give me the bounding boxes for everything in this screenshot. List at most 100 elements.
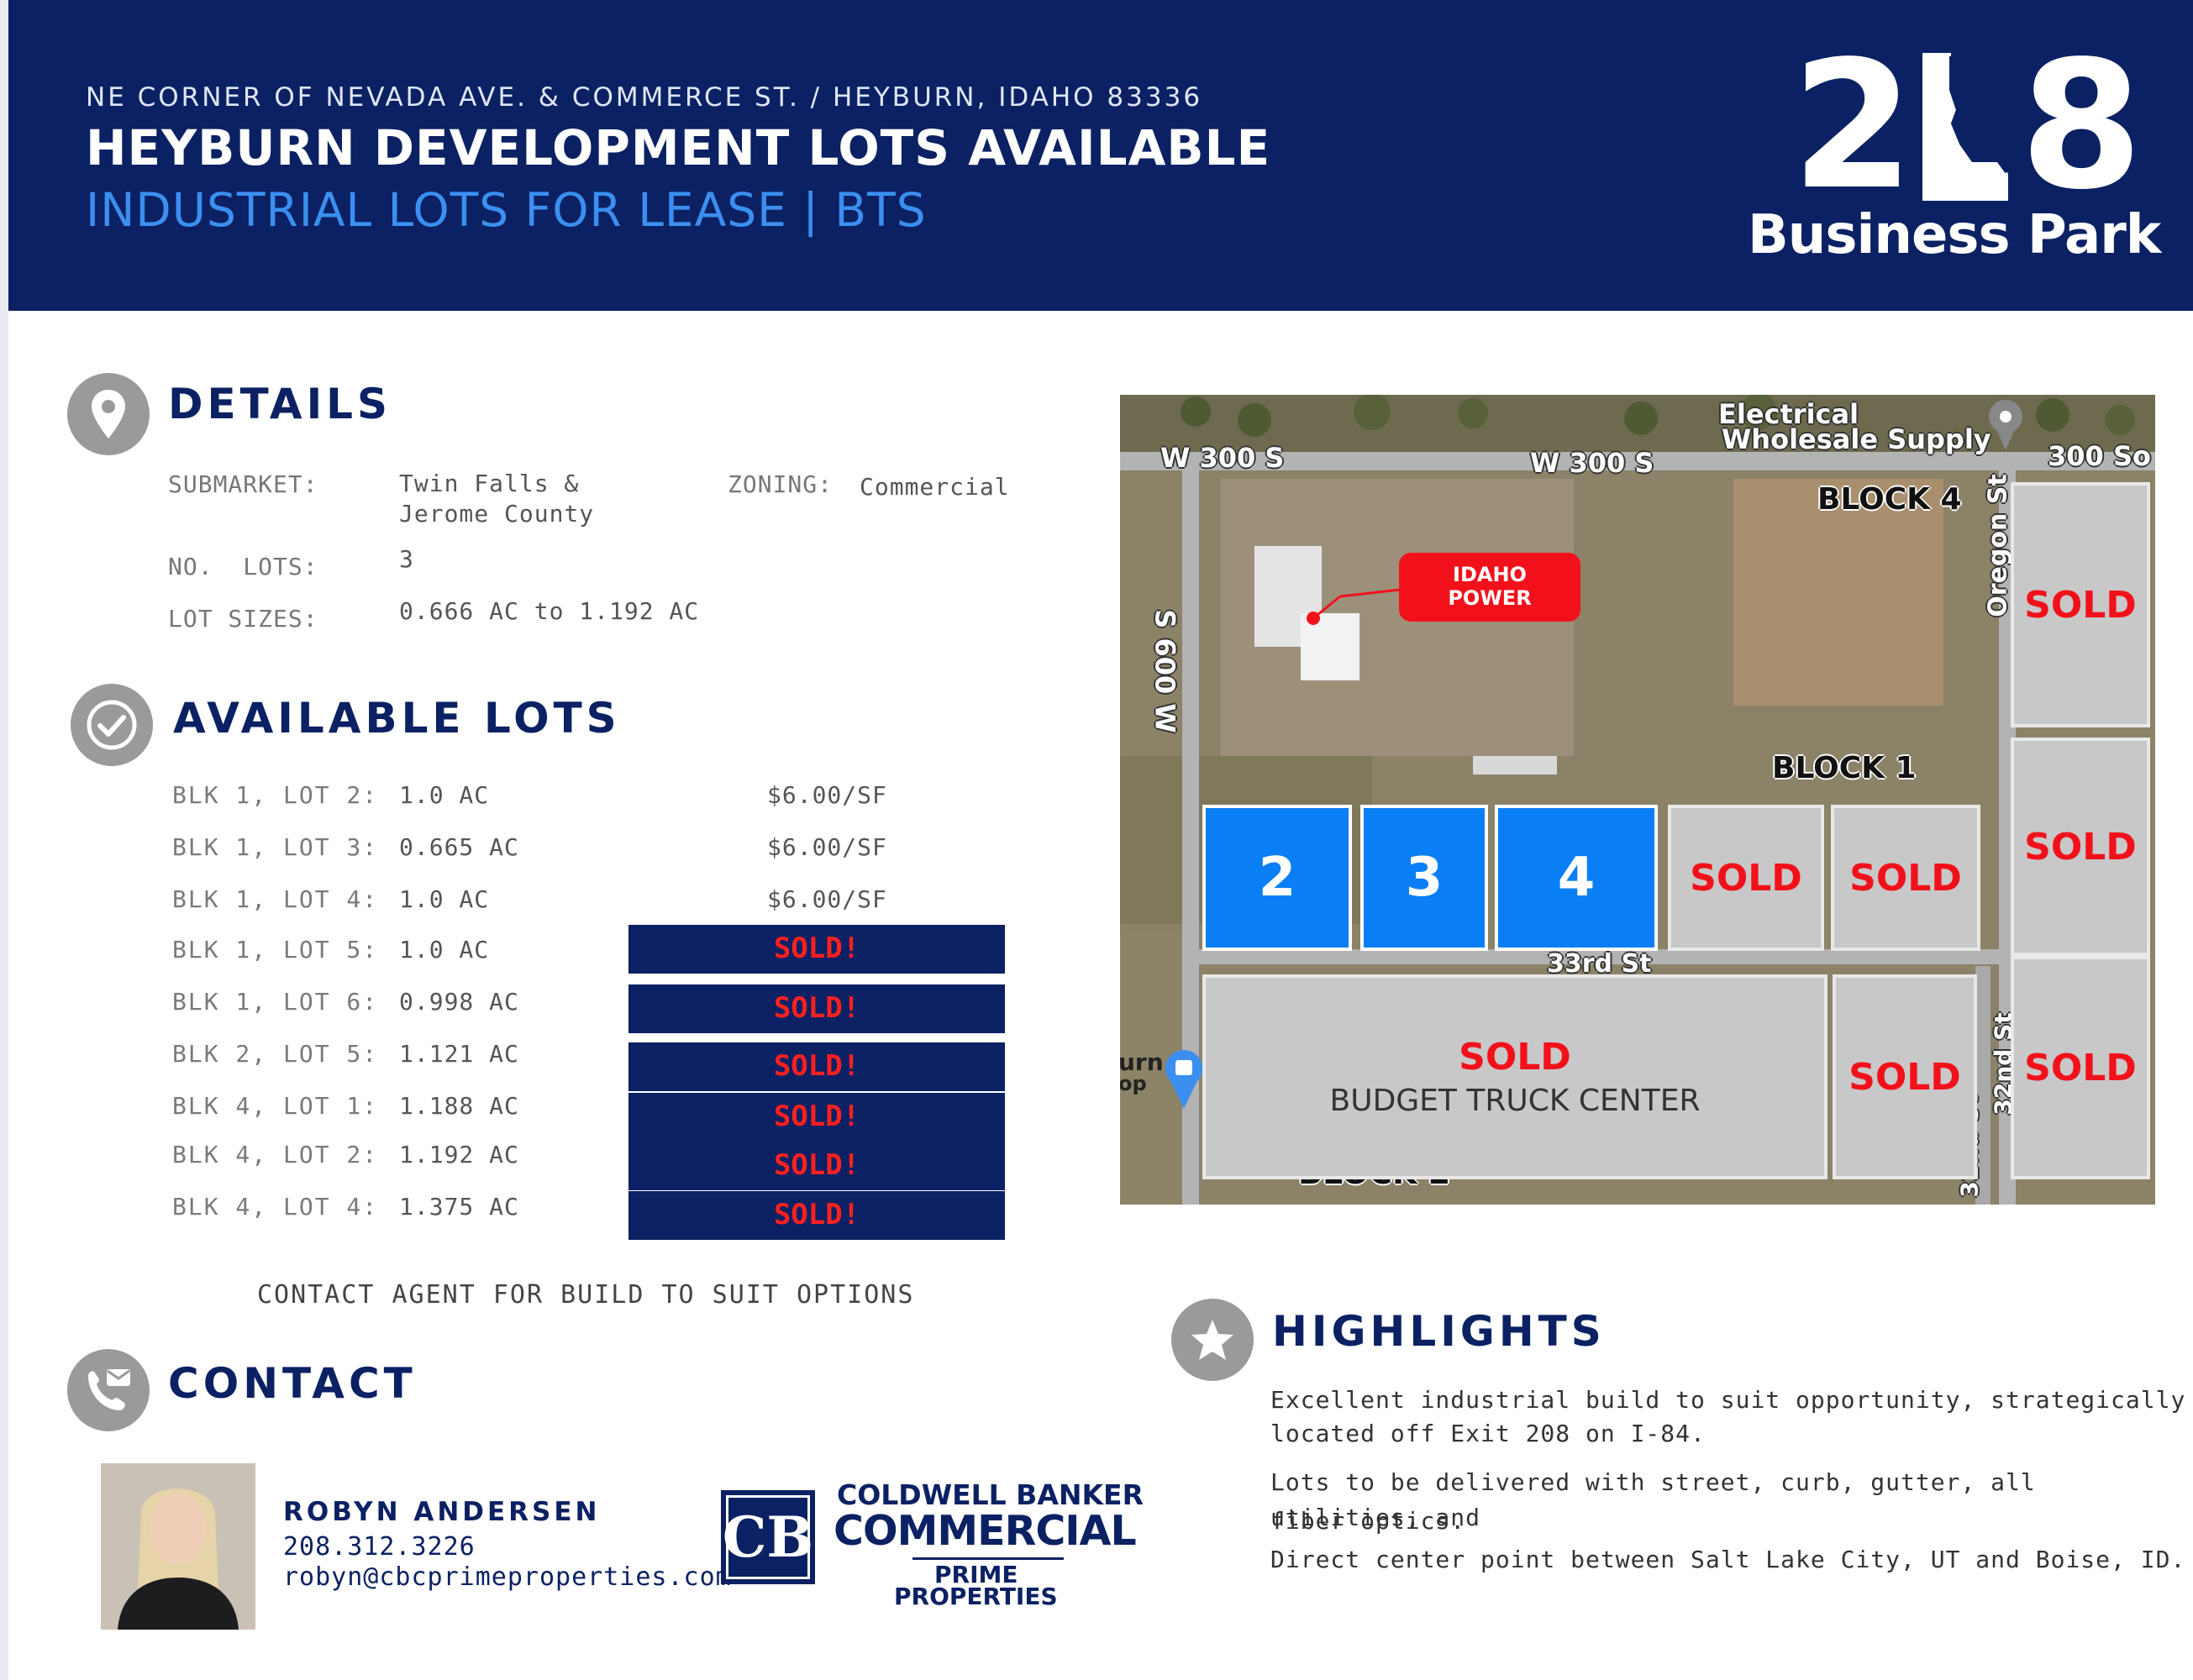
lot-sold: SOLD [1831,805,1980,951]
page-subtitle: INDUSTRIAL LOTS FOR LEASE | BTS [86,183,927,237]
business-park-logo: 2 8 Business Park [1739,23,2161,267]
sold-label: SOLD [1459,1036,1571,1079]
lot-4-available[interactable]: 4 [1495,805,1658,951]
road-label: W 300 S [1530,447,1654,479]
lot-size: 0.998 AC [399,988,519,1016]
submarket-value-line1: Twin Falls & [399,470,580,497]
site-map: W 300 S W 300 S 300 So S 600 W Oregon St… [1120,395,2155,1205]
brand-line-3: PRIME [934,1561,1018,1588]
lot-id: BLK 4, LOT 2: [172,1141,379,1168]
sold-badge: SOLD! [628,1142,1005,1190]
agent-email[interactable]: robyn@cbcprimeproperties.com [283,1562,732,1592]
lot-2-available[interactable]: 2 [1202,805,1352,951]
star-icon [1171,1299,1254,1381]
lot-price: $6.00/SF [767,833,887,861]
lot-size: 1.375 AC [399,1193,519,1221]
sold-badge: SOLD! [628,925,1005,974]
poi-label: Wholesale Supply [1722,423,1991,455]
lot-sold: SOLD [2011,738,2150,956]
lot-row: BLK 4, LOT 2: 1.192 AC [172,1141,1012,1174]
lot-size: 0.665 AC [399,833,519,861]
property-address: NE CORNER OF NEVADA AVE. & COMMERCE ST. … [86,82,1203,113]
brand-line-1: COLDWELL BANKER [837,1478,1144,1511]
agent-photo [101,1463,255,1630]
location-pin-icon [67,373,150,455]
road-label: W 300 S [1160,442,1285,474]
lot-row: BLK 1, LOT 3: 0.665 AC $6.00/SF [172,833,1012,867]
page-edge [0,0,8,1680]
road-label: S 600 W [1149,609,1181,733]
lot-sold: SOLD [2011,956,2150,1179]
poi-label: urn [1120,1048,1164,1076]
sold-badge: SOLD! [628,984,1005,1033]
zoning-label: ZONING: [728,470,834,498]
lot-row: BLK 1, LOT 6: 0.998 AC [172,988,1012,1021]
lot-sizes-label: LOT SIZES: [168,605,318,633]
lot-id: BLK 1, LOT 4: [172,885,379,913]
zoning-value: Commercial [860,473,1010,501]
road-label: 300 So [2048,440,2151,472]
lot-row: BLK 1, LOT 4: 1.0 AC $6.00/SF [172,885,1012,919]
lot-id: BLK 1, LOT 3: [172,833,379,861]
lot-size: 1.0 AC [399,781,490,809]
logo-digit-left: 2 [1791,23,1914,228]
lot-sizes-value: 0.666 AC to 1.192 AC [399,597,700,625]
sold-badge: SOLD! [628,1093,1005,1142]
coldwell-banker-logo: CB COLDWELL BANKER COMMERCIAL PRIME PROP… [721,1478,1144,1610]
lot-sold: SOLD [1668,805,1824,951]
lot-id: BLK 1, LOT 5: [172,936,379,963]
lot-sold-budget-truck: SOLD BUDGET TRUCK CENTER [1202,974,1828,1179]
brand-divider [912,1557,1064,1560]
header-banner: NE CORNER OF NEVADA AVE. & COMMERCE ST. … [8,0,2193,311]
highlight-line: Direct center point between Salt Lake Ci… [1270,1546,2186,1573]
block-label: BLOCK 1 [1772,751,1917,785]
lot-row: BLK 1, LOT 2: 1.0 AC $6.00/SF [172,781,1012,815]
lot-price: $6.00/SF [767,885,887,913]
lot-id: BLK 4, LOT 4: [172,1193,379,1221]
lots-count-label: NO. LOTS: [168,553,318,580]
submarket-value-line2: Jerome County [399,500,595,528]
highlight-line: Lots to be delivered with street, curb, … [1270,1468,2036,1531]
idaho-state-icon [1922,53,2009,201]
lot-price: $6.00/SF [767,781,887,809]
lot-size: 1.121 AC [399,1040,519,1068]
budget-truck-label: BUDGET TRUCK CENTER [1329,1084,1701,1118]
highlight-line: located off Exit 208 on I-84. [1270,1420,1706,1447]
logo-digit-right: 8 [2020,23,2143,228]
brand-line-2: COMMERCIAL [834,1507,1137,1555]
road-label: 33rd St [1547,949,1652,979]
submarket-label: SUBMARKET: [168,470,318,498]
lot-id: BLK 1, LOT 6: [172,988,379,1016]
details-heading: DETAILS [168,380,392,428]
page-title: HEYBURN DEVELOPMENT LOTS AVAILABLE [86,119,1271,176]
poi-label: Electrical [1718,398,1859,430]
poi-label: op [1120,1072,1147,1095]
lot-size: 1.0 AC [399,885,490,913]
lot-row: BLK 4, LOT 1: 1.188 AC [172,1092,1012,1126]
lot-size: 1.0 AC [399,936,490,963]
lot-row: BLK 4, LOT 4: 1.375 AC [172,1193,1012,1226]
build-to-suit-note: CONTACT AGENT FOR BUILD TO SUIT OPTIONS [257,1280,915,1310]
lot-sold: SOLD [1833,974,1977,1179]
cb-monogram-icon: CB [721,1490,815,1584]
idaho-power-label: IDAHO POWER [1399,553,1580,622]
phone-message-icon [67,1349,150,1431]
lot-row: BLK 2, LOT 5: 1.121 AC [172,1040,1012,1074]
agent-name: ROBYN ANDERSEN [283,1497,601,1527]
checkmark-icon [71,684,153,766]
contact-heading: CONTACT [168,1359,417,1408]
lot-id: BLK 1, LOT 2: [172,781,379,809]
sold-badge: SOLD! [628,1191,1005,1240]
lot-row: BLK 1, LOT 5: 1.0 AC [172,936,1012,969]
highlights-heading: HIGHLIGHTS [1272,1307,1606,1356]
lot-sold: SOLD [2011,482,2150,727]
lot-3-available[interactable]: 3 [1360,805,1488,951]
block-label: BLOCK 4 [1817,482,1962,517]
road-label: Oregon St [1983,474,2013,617]
lot-size: 1.192 AC [399,1141,519,1168]
sold-badge: SOLD! [628,1042,1005,1091]
logo-text: Business Park [1748,204,2161,266]
highlight-line: fiber optics. [1270,1507,1466,1535]
agent-phone[interactable]: 208.312.3226 [283,1532,476,1562]
lot-id: BLK 2, LOT 5: [172,1040,379,1068]
